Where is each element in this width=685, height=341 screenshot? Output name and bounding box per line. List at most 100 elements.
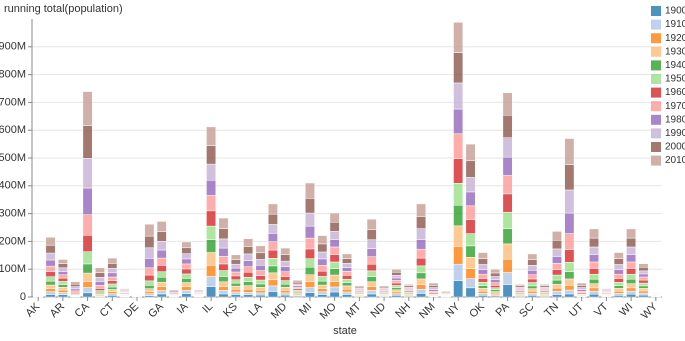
bar-segment: [57, 259, 68, 264]
legend-label: 1950: [665, 74, 685, 85]
bar-segment: [317, 235, 328, 245]
bar-segment: [342, 267, 352, 272]
bar-segment: [428, 289, 439, 292]
bar-segment: [527, 290, 538, 294]
bar-segment: [366, 248, 377, 257]
bar-segment: [144, 235, 155, 249]
bar-segment: [453, 52, 464, 84]
bar-segment: [45, 271, 56, 277]
bar-segment: [267, 272, 278, 281]
x-tick-label: CA: [72, 300, 92, 320]
x-tick-label: WY: [639, 300, 660, 321]
bar-segment: [490, 282, 501, 286]
bar-segment: [317, 265, 328, 272]
bar-segment: [82, 263, 93, 274]
bar-segment: [267, 258, 278, 267]
bar-segment: [218, 270, 229, 277]
bar-segment: [465, 205, 476, 220]
bar-segment: [169, 289, 180, 292]
bar-segment: [626, 283, 637, 289]
bar-segment: [230, 254, 241, 260]
bar-segment: [304, 182, 315, 199]
bar-segment: [477, 273, 488, 279]
y-tick-label: 100M: [0, 263, 26, 275]
bar-segment: [243, 288, 254, 293]
bar-segment: [502, 228, 513, 245]
bar-segment: [267, 203, 278, 215]
bar-segment: [255, 287, 266, 291]
bar-segment: [502, 193, 513, 213]
bar-segment: [304, 248, 315, 259]
bar-segment: [453, 183, 464, 206]
bar-segment: [564, 262, 575, 272]
bar-segment: [416, 257, 427, 267]
bar-segment: [391, 291, 402, 294]
bar-segment: [552, 294, 562, 298]
bar-segment: [552, 287, 562, 292]
bar-segment: [453, 158, 464, 184]
bar-segment: [552, 269, 562, 276]
bar-segment: [465, 160, 476, 178]
bar-segment: [465, 256, 476, 269]
bar-segment: [280, 271, 291, 277]
bar-segment: [107, 263, 118, 269]
bar-segment: [527, 293, 538, 296]
legend-swatch: [651, 6, 661, 16]
x-tick-label: OK: [467, 300, 487, 320]
bar-segment: [329, 268, 340, 276]
bar-segment: [144, 274, 155, 282]
bar-segment: [45, 252, 56, 261]
bar-segment: [613, 269, 624, 275]
bar-segment: [589, 246, 600, 255]
bar-segment: [626, 261, 637, 269]
x-axis-title: state: [333, 325, 357, 337]
bar-segment: [57, 271, 68, 276]
y-tick-label: 700M: [0, 96, 26, 108]
bar-segment: [267, 233, 278, 242]
bar-segment: [45, 284, 56, 289]
bar-segment: [453, 225, 464, 247]
bar-segment: [181, 263, 192, 270]
bar-segment: [107, 286, 118, 290]
bar-segment: [416, 239, 427, 250]
bar-segment: [45, 291, 56, 295]
bar-segment: [267, 213, 278, 225]
bar-segment: [465, 177, 476, 193]
bar-segment: [57, 292, 68, 296]
bar-segment: [527, 282, 538, 287]
bar-segment: [280, 292, 291, 296]
bar-segment: [267, 241, 278, 251]
bar-segment: [156, 241, 167, 251]
bar-segment: [218, 290, 229, 295]
bar-segment: [230, 271, 241, 277]
bar-segment: [391, 295, 402, 298]
x-tick-label: MT: [344, 300, 364, 320]
bar-segment: [490, 291, 501, 294]
bar-segment: [477, 288, 488, 292]
bar-segment: [416, 216, 427, 229]
bar-segment: [613, 293, 624, 296]
bar-segment: [552, 256, 562, 264]
bar-segment: [613, 290, 624, 294]
y-tick-label: 900M: [0, 41, 26, 53]
bar-segment: [626, 268, 637, 275]
bar-segment: [82, 251, 93, 265]
bar-segment: [527, 265, 538, 271]
bar-segment: [366, 270, 377, 277]
bar-segment: [453, 263, 464, 281]
bar-segment: [218, 238, 229, 249]
bar-segment: [477, 258, 488, 265]
bar-segment: [650, 292, 661, 294]
y-tick-label: 300M: [0, 208, 26, 220]
bar-segment: [564, 189, 575, 214]
bar-segment: [70, 288, 81, 292]
bar-segment: [329, 286, 340, 293]
x-tick-label: AK: [23, 300, 42, 319]
bar-segment: [589, 273, 600, 280]
bar-segment: [280, 260, 291, 267]
bar-segment: [502, 243, 513, 260]
bar-segment: [490, 276, 501, 281]
x-tick-label: WI: [617, 301, 635, 319]
bar-segment: [576, 289, 587, 292]
bar-segment: [453, 133, 464, 159]
